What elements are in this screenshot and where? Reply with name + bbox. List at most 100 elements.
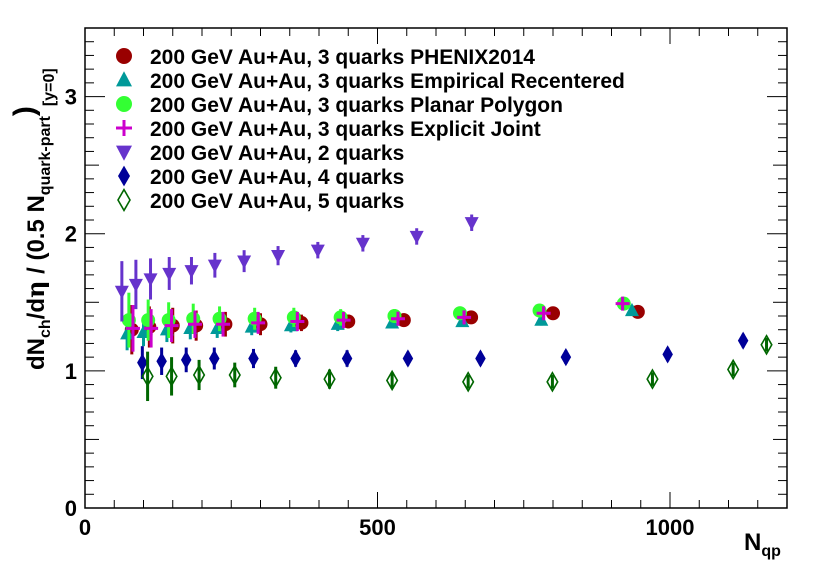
data-point — [125, 321, 140, 336]
legend-label: 200 GeV Au+Au, 2 quarks — [150, 142, 404, 165]
legend-marker — [116, 120, 132, 136]
legend-label: 200 GeV Au+Au, 3 quarks Planar Polygon — [150, 94, 563, 117]
data-point — [180, 350, 192, 369]
data-point — [727, 358, 740, 381]
data-point — [162, 267, 177, 282]
data-point — [310, 244, 325, 258]
data-point — [615, 296, 630, 311]
series-4 — [125, 296, 630, 352]
data-point — [283, 317, 298, 332]
data-point — [165, 365, 178, 388]
data-point — [402, 349, 414, 368]
data-point — [646, 368, 659, 390]
data-point — [624, 302, 639, 317]
legend-marker — [116, 48, 132, 64]
y-axis-title-eta: η — [21, 281, 50, 298]
legend-label: 200 GeV Au+Au, 4 quarks — [150, 166, 404, 189]
data-point — [271, 250, 286, 264]
data-point — [290, 349, 301, 368]
data-point — [409, 230, 424, 245]
y-axis-title-ch: ch — [37, 319, 54, 338]
data-point — [457, 310, 472, 325]
data-point — [187, 317, 202, 332]
legend-label: 200 GeV Au+Au, 3 quarks PHENIX2014 — [150, 46, 535, 69]
y-tick-label: 3 — [65, 85, 77, 110]
x-axis-title-sub: qp — [761, 543, 781, 560]
legend-label: 200 GeV Au+Au, 5 quarks — [150, 190, 404, 213]
data-point — [534, 312, 549, 326]
data-point — [207, 259, 222, 273]
legend-marker — [118, 165, 130, 187]
y-axis-title-dn: dN — [23, 338, 50, 370]
legend-label: 200 GeV Au+Au, 3 quarks Empirical Recent… — [150, 70, 625, 93]
data-point — [128, 278, 143, 293]
data-point — [141, 313, 156, 328]
data-point — [333, 310, 348, 325]
data-point — [341, 349, 353, 368]
data-point — [737, 331, 749, 350]
tick-labels: 0 1 2 3 0 500 1000 — [65, 85, 695, 540]
legend-marker — [116, 145, 132, 161]
data-point — [269, 367, 282, 389]
series-6 — [137, 331, 749, 380]
legend-marker — [116, 71, 132, 87]
y-tick-label: 1 — [65, 359, 77, 384]
data-point — [186, 311, 201, 326]
data-point — [355, 237, 370, 252]
data-point — [248, 349, 259, 368]
data-point — [120, 326, 135, 340]
x-tick-label: 500 — [359, 515, 396, 540]
data-point — [464, 310, 479, 325]
data-point — [462, 371, 475, 393]
x-axis-title: Nqp — [744, 529, 781, 560]
data-point — [385, 369, 399, 392]
data-point — [192, 364, 206, 386]
x-tick-label: 1000 — [646, 515, 695, 540]
data-point — [156, 352, 167, 371]
data-point — [216, 317, 231, 332]
y-axis-title-close: ) — [8, 106, 41, 116]
data-point — [144, 321, 159, 336]
y-axis-title-deta: /d — [23, 298, 50, 319]
data-point — [336, 313, 351, 328]
data-point — [290, 314, 305, 329]
data-point — [137, 353, 148, 372]
x-axis-title-main: N — [744, 529, 761, 556]
series-7 — [141, 334, 773, 402]
axis-ticks — [84, 27, 788, 509]
data-point — [390, 311, 405, 326]
data-point — [209, 349, 220, 368]
data-point — [323, 368, 336, 390]
data-point — [662, 345, 673, 364]
data-points — [114, 214, 773, 402]
data-point — [164, 318, 179, 333]
data-point — [228, 364, 241, 386]
y-tick-label: 0 — [65, 496, 77, 521]
y-tick-label: 2 — [65, 222, 77, 247]
y-axis-title: dNch/dη / (0.5 Nquark-part)[y=0] — [8, 68, 58, 370]
y-axis-title-y0: [y=0] — [41, 68, 58, 106]
data-point — [536, 306, 551, 321]
y-axis-title-qp: quark-part — [37, 115, 54, 195]
data-point — [143, 273, 158, 287]
data-point — [114, 285, 129, 300]
legend-marker — [117, 187, 131, 213]
data-point — [546, 306, 560, 321]
legend-label: 200 GeV Au+Au, 3 quarks Explicit Joint — [150, 118, 541, 141]
data-point — [760, 334, 773, 356]
data-point — [475, 349, 486, 368]
legend-marker — [116, 96, 132, 112]
data-point — [560, 348, 572, 367]
data-point — [464, 217, 479, 231]
data-point — [251, 315, 266, 330]
data-point — [141, 365, 154, 388]
data-point — [455, 313, 470, 328]
x-tick-label: 0 — [79, 515, 91, 540]
data-point — [237, 255, 252, 269]
data-point — [546, 371, 559, 393]
series-5 — [114, 214, 479, 322]
data-point — [184, 265, 199, 279]
y-axis-title-mid: / (0.5 N — [23, 195, 50, 280]
